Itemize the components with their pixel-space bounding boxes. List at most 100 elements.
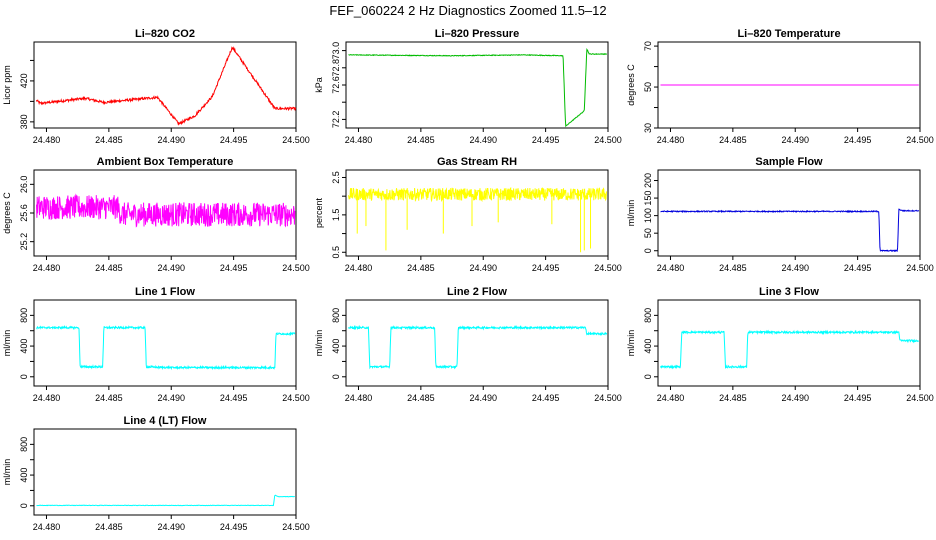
x-tick-label: 24.490	[469, 393, 497, 403]
chart-title: Line 3 Flow	[759, 286, 819, 298]
x-tick-label: 24.495	[220, 263, 248, 273]
x-tick-label: 24.495	[220, 393, 248, 403]
y-tick-label: 73.0	[331, 42, 341, 60]
chart-panel-4: Ambient Box Temperature degrees C 24.480 24…	[2, 156, 310, 273]
x-tick-label: 24.480	[345, 393, 373, 403]
x-tick-label: 24.485	[719, 135, 747, 145]
x-tick-label: 24.480	[33, 135, 61, 145]
x-tick-label: 24.480	[33, 522, 61, 532]
plot-frame	[33, 428, 297, 516]
y-tick-label: 380	[19, 114, 29, 129]
y-tick-label: 50	[643, 228, 653, 238]
chart-title: Line 1 Flow	[135, 286, 195, 298]
y-tick-label: 100	[643, 208, 653, 223]
series-line-1	[36, 46, 297, 126]
x-tick-label: 24.495	[844, 135, 872, 145]
chart-title: Li–820 Temperature	[737, 28, 840, 40]
y-tick-label: 72.6	[331, 76, 341, 94]
chart-title: Line 4 (LT) Flow	[124, 415, 207, 427]
x-tick-label: 24.490	[157, 522, 185, 532]
y-tick-label: 400	[643, 339, 653, 354]
x-tick-label: 24.495	[844, 263, 872, 273]
x-tick-label: 24.490	[469, 135, 497, 145]
y-tick-label: 26.0	[19, 176, 29, 194]
y-tick-label: 0	[19, 503, 29, 508]
y-tick-label: 150	[643, 191, 653, 206]
y-tick-label: 72.2	[331, 111, 341, 129]
y-tick-label: 400	[331, 339, 341, 354]
x-tick-label: 24.485	[719, 263, 747, 273]
x-tick-label: 24.500	[282, 135, 310, 145]
y-tick-label: 400	[19, 339, 29, 354]
chart-title: Li–820 Pressure	[435, 28, 519, 40]
x-tick-label: 24.480	[33, 263, 61, 273]
chart-panel-9: Line 3 Flow ml/min 24.480 24.485 24.490 24.49…	[626, 286, 934, 403]
x-tick-label: 24.485	[95, 135, 123, 145]
y-tick-label: 0.5	[331, 246, 341, 259]
y-tick-label: 800	[643, 308, 653, 323]
series-line-1	[36, 193, 296, 228]
chart-panel-5: Gas Stream RH percent 24.480 24.485 24.490 24…	[314, 156, 622, 273]
y-tick-label: 800	[331, 308, 341, 323]
y-axis-label: ml/min	[314, 330, 324, 357]
plot-frame	[33, 41, 297, 129]
x-tick-label: 24.485	[95, 393, 123, 403]
chart-panel-3: Li–820 Temperature degrees C 24.480 24.485 2…	[626, 28, 934, 145]
x-tick-label: 24.480	[657, 393, 685, 403]
chart-panel-8: Line 2 Flow ml/min 24.480 24.485 24.490 24.49…	[314, 286, 622, 403]
series-line-1	[660, 329, 919, 370]
chart-panel-1: Li–820 CO2 Licor ppm 24.480 24.485 24.490 24.…	[2, 28, 310, 145]
x-tick-label: 24.500	[282, 393, 310, 403]
plot-frame	[345, 299, 609, 387]
y-axis-label: kPa	[314, 77, 324, 93]
x-tick-label: 24.490	[781, 393, 809, 403]
x-tick-label: 24.495	[844, 393, 872, 403]
x-tick-label: 24.480	[33, 393, 61, 403]
y-tick-label: 1.5	[331, 209, 341, 222]
y-axis-label: degrees C	[626, 64, 636, 106]
y-axis-label: ml/min	[626, 200, 636, 227]
chart-panel-2: Li–820 Pressure kPa 24.480 24.485 24.490 24.4…	[314, 28, 622, 145]
y-tick-label: 200	[643, 173, 653, 188]
y-axis-label: ml/min	[2, 459, 12, 486]
x-tick-label: 24.500	[906, 135, 934, 145]
x-tick-label: 24.480	[657, 263, 685, 273]
y-tick-label: 30	[643, 123, 653, 133]
x-tick-label: 24.500	[282, 522, 310, 532]
x-tick-label: 24.500	[594, 393, 622, 403]
chart-title: Li–820 CO2	[135, 28, 195, 40]
plot-frame	[33, 299, 297, 387]
y-axis-label: percent	[314, 197, 324, 228]
y-tick-label: 0	[331, 374, 341, 379]
x-tick-label: 24.490	[781, 135, 809, 145]
y-tick-label: 72.8	[331, 59, 341, 77]
y-tick-label: 420	[19, 73, 29, 88]
y-axis-label: ml/min	[626, 330, 636, 357]
series-line-1	[348, 187, 607, 203]
plot-frame	[657, 299, 921, 387]
chart-panel-7: Line 1 Flow ml/min 24.480 24.485 24.490 24.49…	[2, 286, 310, 403]
chart-title: Sample Flow	[755, 156, 823, 168]
x-tick-label: 24.490	[157, 135, 185, 145]
figure-title: FEF_060224 2 Hz Diagnostics Zoomed 11.5–…	[329, 3, 607, 18]
chart-title: Gas Stream RH	[437, 156, 517, 168]
x-tick-label: 24.485	[407, 135, 435, 145]
plot-frame	[657, 41, 921, 129]
y-axis-label: Licor ppm	[2, 65, 12, 105]
x-tick-label: 24.500	[906, 393, 934, 403]
plot-frame	[345, 169, 609, 257]
x-tick-label: 24.485	[95, 263, 123, 273]
series-line-1	[348, 47, 607, 128]
y-tick-label: 0	[643, 374, 653, 379]
chart-panel-6: Sample Flow ml/min 24.480 24.485 24.490 24.49…	[626, 156, 934, 273]
x-tick-label: 24.490	[157, 263, 185, 273]
x-tick-label: 24.485	[719, 393, 747, 403]
x-tick-label: 24.490	[157, 393, 185, 403]
series-line-1	[36, 324, 296, 371]
x-tick-label: 24.500	[594, 135, 622, 145]
x-tick-label: 24.495	[220, 135, 248, 145]
x-tick-label: 24.480	[345, 263, 373, 273]
x-tick-label: 24.485	[95, 522, 123, 532]
series-line-1	[348, 324, 608, 370]
